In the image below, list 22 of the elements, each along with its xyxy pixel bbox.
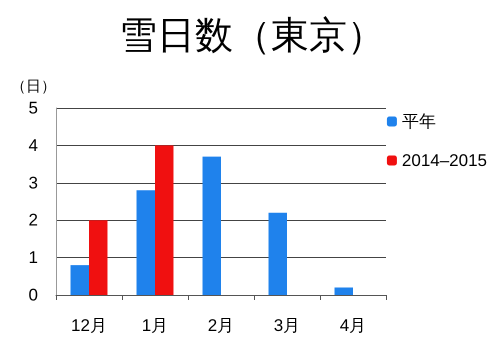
- legend-label: 平年: [402, 112, 436, 131]
- x-tick-label: 12月: [71, 316, 107, 335]
- bar: [202, 156, 221, 295]
- x-tick-label: 1月: [142, 316, 168, 335]
- y-tick-label: 1: [28, 248, 38, 268]
- x-tick-label: 4月: [340, 316, 366, 335]
- y-axis-title: （日）: [11, 78, 56, 95]
- chart-title: 雪日数（東京）: [119, 15, 385, 57]
- y-tick-label: 5: [28, 98, 38, 118]
- bar: [136, 190, 155, 295]
- x-tick-label: 2月: [208, 316, 234, 335]
- legend-label: 2014–2015: [402, 151, 487, 170]
- bar: [334, 288, 353, 295]
- y-tick-label: 2: [28, 210, 38, 230]
- y-tick-label: 0: [28, 286, 38, 304]
- bar: [89, 220, 108, 295]
- y-tick-label: 4: [28, 136, 38, 155]
- bar: [70, 265, 89, 295]
- bar: [268, 212, 287, 295]
- bar: [155, 145, 174, 295]
- x-tick-label: 3月: [274, 316, 300, 335]
- y-tick-label: 3: [28, 173, 38, 192]
